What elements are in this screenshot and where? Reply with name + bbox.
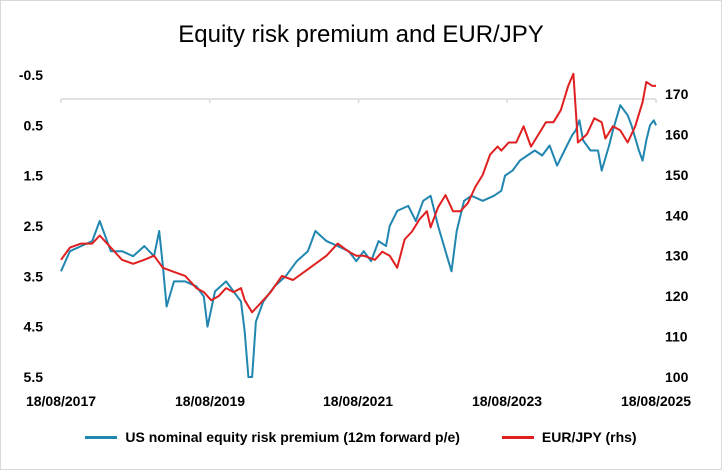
legend: US nominal equity risk premium (12m forw…: [1, 429, 721, 445]
right-axis-tick-label: 150: [665, 167, 689, 183]
right-axis-tick-label: 120: [665, 288, 689, 304]
x-axis-labels: 18/08/2017 18/08/2019 18/08/2021 18/08/2023…: [26, 393, 691, 409]
left-axis-tick-label: 1.5: [24, 168, 44, 184]
legend-item-eurjpy: EUR/JPY (rhs): [501, 429, 637, 445]
series-lines: [60, 72, 657, 378]
legend-label: US nominal equity risk premium (12m forw…: [125, 429, 460, 445]
x-axis-tick-label: 18/08/2021: [323, 393, 393, 409]
equity-risk-premium-line: [60, 104, 657, 378]
x-axis-tick-label: 18/08/2019: [175, 393, 245, 409]
right-axis-labels: 170 160 150 140 130 120 110 100: [665, 86, 689, 385]
legend-swatch-blue: [85, 435, 118, 439]
right-axis-tick-label: 140: [665, 207, 689, 223]
legend-item-equity-risk-premium: US nominal equity risk premium (12m forw…: [85, 429, 460, 445]
right-axis-tick-label: 100: [665, 369, 689, 385]
left-axis-tick-label: 4.5: [24, 319, 44, 335]
legend-label: EUR/JPY (rhs): [541, 429, 637, 445]
right-axis-tick-label: 160: [665, 126, 689, 142]
right-axis-tick-label: 130: [665, 248, 689, 264]
left-axis-tick-label: 2.5: [24, 218, 44, 234]
right-axis-tick-label: 170: [665, 86, 689, 102]
x-axis-tick-label: 18/08/2017: [26, 393, 96, 409]
left-axis-tick-label: 0.5: [24, 117, 44, 133]
legend-swatch-red: [501, 435, 534, 439]
chart-title: Equity risk premium and EUR/JPY: [178, 21, 544, 48]
x-axis-tick-label: 18/08/2025: [621, 393, 691, 409]
left-axis-tick-label: -0.5: [19, 67, 43, 83]
left-axis-tick-label: 5.5: [24, 369, 44, 385]
x-axis-ticks: [60, 99, 657, 103]
eurjpy-line: [60, 72, 656, 314]
left-axis-labels: -0.5 0.5 1.5 2.5 3.5 4.5 5.5: [19, 67, 43, 385]
right-axis-tick-label: 110: [665, 329, 688, 345]
left-axis-tick-label: 3.5: [24, 268, 44, 284]
x-axis-tick-label: 18/08/2023: [472, 393, 542, 409]
